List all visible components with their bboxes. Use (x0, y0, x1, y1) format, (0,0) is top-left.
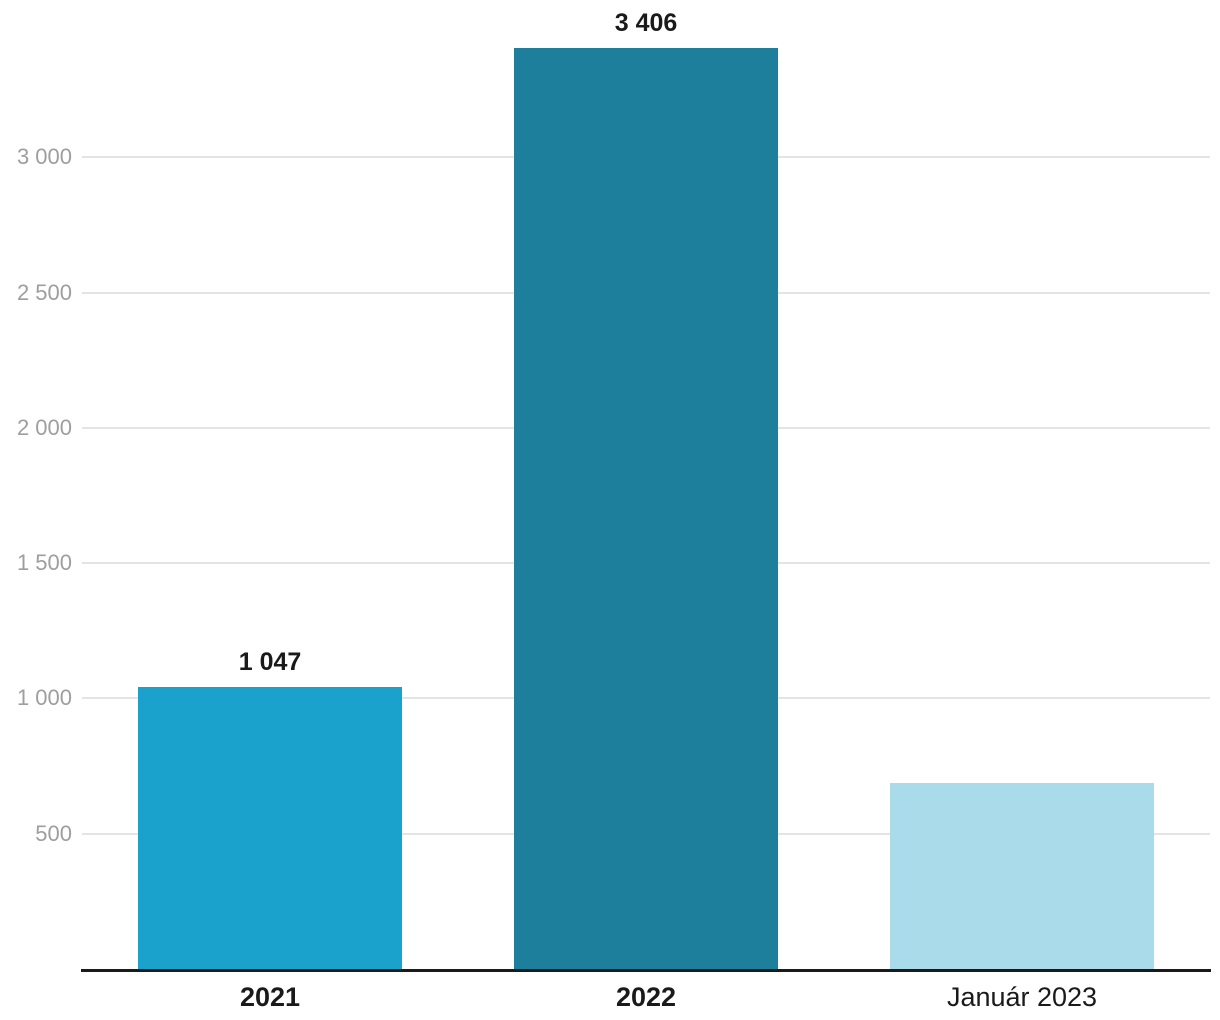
bar-value-label: 1 047 (238, 647, 302, 676)
y-axis-tick-label: 2 000 (16, 414, 72, 440)
bar-value-label: 3 406 (614, 9, 678, 38)
y-axis-tick-label: 1 500 (16, 550, 72, 576)
y-axis-tick-label: 2 500 (16, 279, 72, 305)
bar-2022[interactable] (514, 48, 778, 970)
x-axis-line (81, 969, 1211, 972)
y-axis-tick-label: 3 000 (16, 144, 72, 170)
y-axis-tick-label: 1 000 (16, 685, 72, 711)
x-axis-category-label: Január 2023 (946, 982, 1098, 1012)
x-axis-category-label: 2021 (239, 982, 301, 1012)
y-axis-tick-label: 500 (35, 820, 72, 846)
x-axis-category-label: 2022 (615, 982, 677, 1012)
bar-2021[interactable] (138, 686, 402, 970)
bar-január-2023[interactable] (890, 783, 1154, 970)
